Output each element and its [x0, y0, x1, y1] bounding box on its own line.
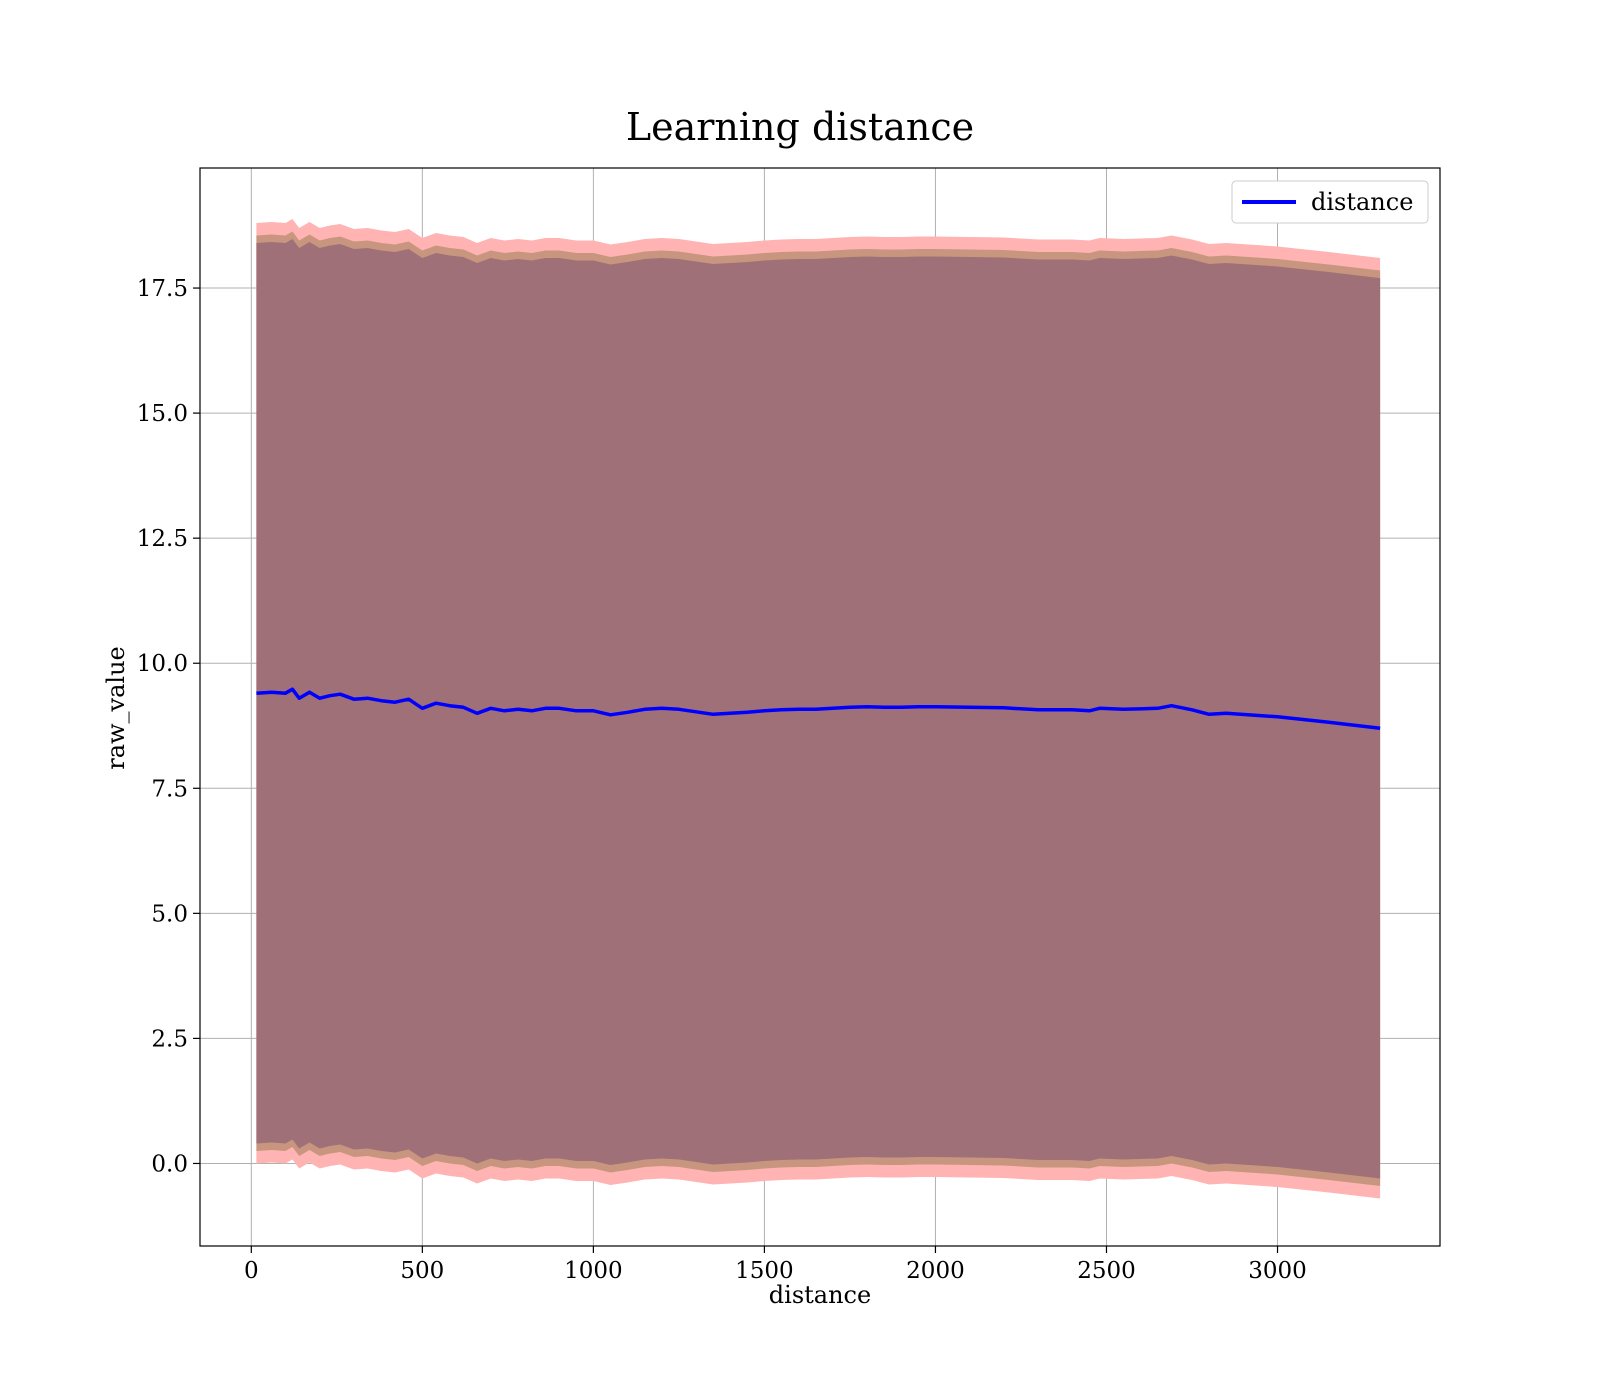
- y-tick-label: 15.0: [137, 401, 188, 427]
- y-tick-label: 10.0: [137, 651, 188, 677]
- y-tick-label: 17.5: [137, 276, 188, 302]
- x-axis-label: distance: [769, 1281, 871, 1309]
- y-tick-label: 5.0: [151, 901, 188, 927]
- plot-frame: [199, 167, 1441, 1247]
- series-lines: [256, 687, 1381, 731]
- x-tick-label: 0: [244, 1258, 259, 1284]
- x-tick-label: 500: [400, 1258, 444, 1284]
- axis-ticks: 0 500 1000 1500 2000 2500 3000 0.0 2.5 5.0 7.5 10.0…: [137, 276, 1307, 1284]
- y-tick-label: 0.0: [151, 1151, 188, 1177]
- x-tick-label: 3000: [1248, 1258, 1307, 1284]
- legend: distance: [1231, 180, 1429, 224]
- chart-title: Learning distance: [626, 105, 974, 149]
- legend-box: [1231, 180, 1429, 224]
- x-tick-label: 1500: [735, 1258, 794, 1284]
- legend-label: distance: [1311, 188, 1413, 216]
- y-tick-label: 12.5: [137, 526, 188, 552]
- x-tick-label: 2500: [1077, 1258, 1136, 1284]
- x-tick-label: 2000: [906, 1258, 965, 1284]
- y-axis-label: raw_value: [102, 646, 130, 770]
- y-tick-label: 2.5: [151, 1026, 188, 1052]
- x-tick-label: 1000: [564, 1258, 623, 1284]
- series-line-distance: [256, 687, 1381, 731]
- y-tick-label: 7.5: [151, 776, 188, 802]
